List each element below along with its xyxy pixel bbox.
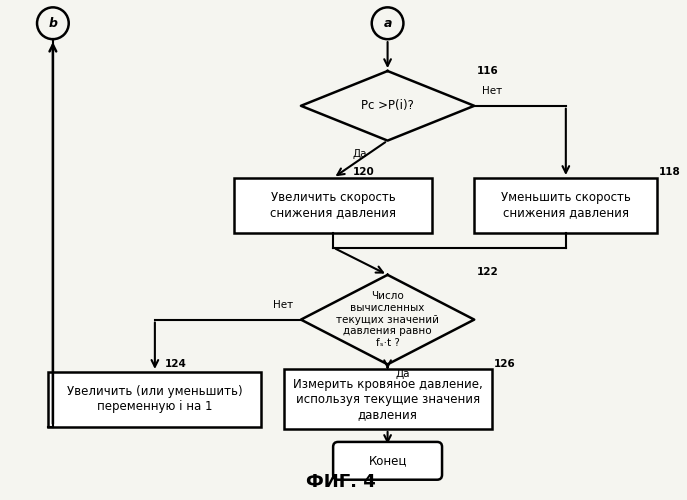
Text: Да: Да <box>396 370 410 380</box>
Text: 122: 122 <box>477 267 499 277</box>
Text: Увеличить (или уменьшить)
переменную i на 1: Увеличить (или уменьшить) переменную i н… <box>67 385 243 413</box>
Bar <box>284 370 492 429</box>
Text: Да: Да <box>352 148 367 158</box>
Bar <box>234 178 432 233</box>
Text: Увеличить скорость
снижения давления: Увеличить скорость снижения давления <box>270 191 396 219</box>
Text: Уменьшить скорость
снижения давления: Уменьшить скорость снижения давления <box>501 191 631 219</box>
Text: 120: 120 <box>353 168 374 177</box>
Bar <box>48 372 261 426</box>
Text: 118: 118 <box>659 168 681 177</box>
Text: b: b <box>48 17 58 30</box>
Text: 116: 116 <box>477 66 499 76</box>
Text: Конец: Конец <box>368 454 407 468</box>
FancyBboxPatch shape <box>333 442 442 480</box>
Bar <box>474 178 657 233</box>
Text: Pс >P(i)?: Pс >P(i)? <box>361 100 414 112</box>
Text: Число
вычисленных
текущих значений
давления равно
fₛ·t ?: Число вычисленных текущих значений давле… <box>336 292 439 348</box>
Text: a: a <box>383 17 392 30</box>
Text: Нет: Нет <box>273 300 293 310</box>
Text: Измерить кровяное давление,
используя текущие значения
давления: Измерить кровяное давление, используя те… <box>293 378 482 420</box>
Text: 126: 126 <box>493 360 515 370</box>
Text: 124: 124 <box>165 360 187 370</box>
Text: ФИГ. 4: ФИГ. 4 <box>306 472 376 490</box>
Text: Нет: Нет <box>482 86 502 96</box>
